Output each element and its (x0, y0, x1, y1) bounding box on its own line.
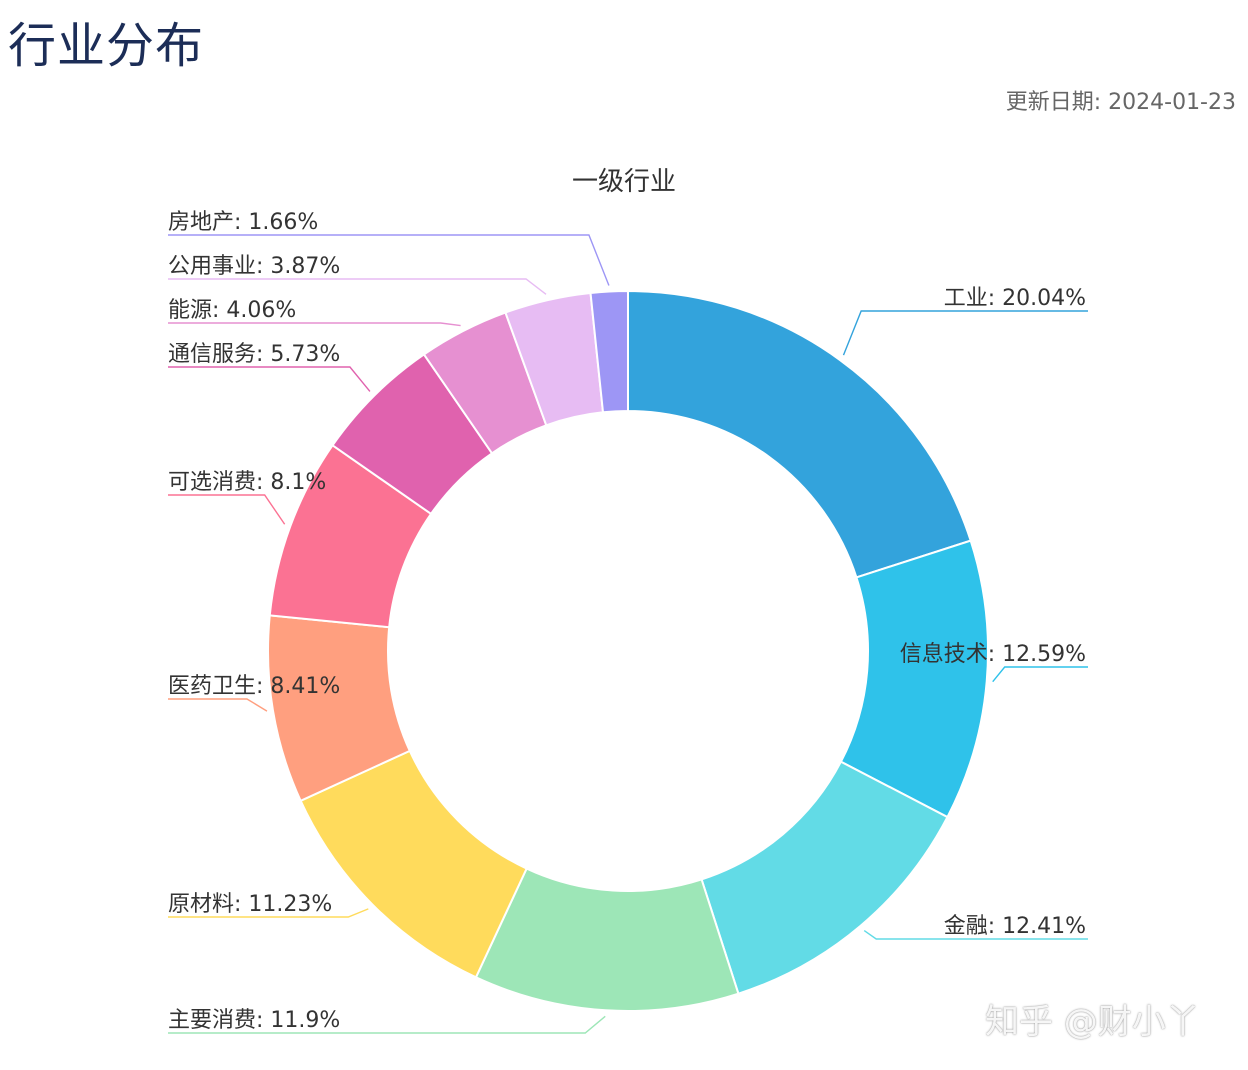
slice-label-6: 医药卫生: 8.41% (168, 674, 340, 699)
leader-line-7 (168, 494, 286, 525)
leader-line-9 (168, 322, 461, 327)
leader-line-1 (842, 310, 1088, 356)
leader-line-10 (168, 278, 547, 295)
leader-line-4 (168, 1015, 606, 1034)
leader-line-3 (863, 930, 1088, 940)
leader-line-8 (168, 366, 371, 392)
slice-label-8: 通信服务: 5.73% (168, 342, 340, 367)
slice-label-10: 公用事业: 3.87% (168, 254, 340, 279)
chart-title: 一级行业 (571, 167, 676, 197)
slice-label-3: 金融: 12.41% (944, 914, 1086, 939)
slice-label-11: 房地产: 1.66% (168, 210, 318, 235)
leader-line-6 (168, 698, 268, 712)
update-date-value: 2024-01-23 (1108, 90, 1236, 115)
update-date-row: 更新日期: 2024-01-23 (1006, 88, 1236, 118)
slice-label-1: 工业: 20.04% (944, 286, 1086, 311)
update-date-label: 更新日期: (1005, 90, 1102, 115)
slice-label-9: 能源: 4.06% (168, 298, 296, 323)
leader-line-11 (168, 234, 610, 286)
slice-label-2: 信息技术: 12.59% (900, 642, 1086, 667)
watermark: 知乎 @财小丫 (985, 1002, 1200, 1042)
slice-label-4: 主要消费: 11.9% (168, 1008, 340, 1033)
page-title: 行业分布 (8, 18, 205, 74)
slice-label-5: 原材料: 11.23% (168, 892, 332, 917)
slice-label-7: 可选消费: 8.1% (168, 470, 326, 495)
leader-line-2 (992, 666, 1088, 683)
slice-11[interactable] (589, 289, 629, 414)
leader-line-5 (168, 908, 369, 918)
slice-1[interactable] (627, 289, 972, 579)
